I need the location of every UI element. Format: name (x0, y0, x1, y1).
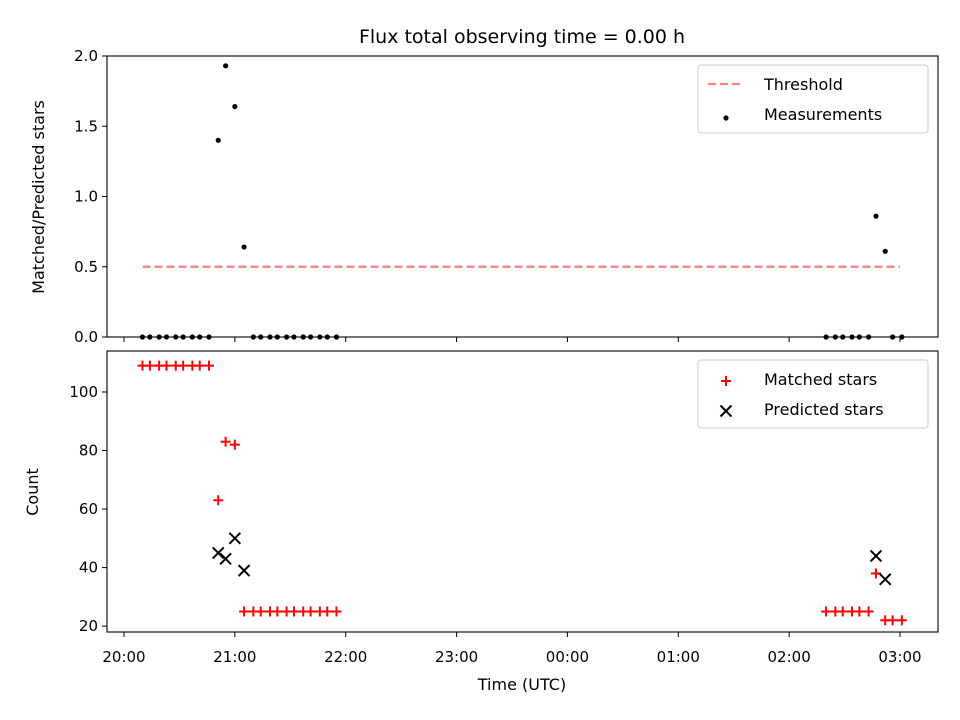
matched-stars-point (239, 606, 250, 617)
x-tick-label: 20:00 (102, 648, 145, 666)
predicted-stars-point (237, 564, 251, 577)
ratio-x-ticks (123, 337, 901, 342)
x-tick-label: 01:00 (657, 648, 700, 666)
count-panel: 20 40 60 80 100 20:00 21:00 22:00 23:00 00:00 01:… (23, 350, 939, 666)
count-legend-item: Matched stars (721, 370, 877, 389)
predicted-stars-point (869, 549, 883, 563)
x-tick-label: 22:00 (324, 648, 367, 666)
ratio-legend-item: Measurements (723, 105, 882, 124)
predicted-stars-point (212, 546, 225, 560)
measurement-point (223, 63, 229, 69)
legend-swatch (719, 404, 733, 418)
x-tick-label: 21:00 (213, 648, 256, 666)
count-axes-frame (106, 350, 939, 633)
count-plot-area (137, 360, 907, 626)
ratio-y-axis-label: Matched/Predicted stars (29, 100, 48, 294)
matched-stars-point (255, 606, 266, 617)
ratio-y-tick-label: 1.0 (74, 188, 98, 206)
matched-stars-point (213, 495, 224, 506)
count-x-ticks: 20:00 21:00 22:00 23:00 00:00 01:00 02:00 03:00 (102, 632, 922, 666)
legend-label: Threshold (763, 75, 843, 94)
predicted-stars-point (879, 573, 892, 586)
ratio-y-tick-label: 2.0 (74, 47, 98, 65)
ratio-legend: Threshold Measurements (697, 64, 929, 134)
legend-swatch (721, 376, 731, 386)
chart-title: Flux total observing time = 0.00 h (359, 26, 685, 48)
matched-stars-point (161, 360, 172, 371)
ratio-panel: 0.00.51.01.52.0 Matched/Predicted stars … (29, 47, 939, 346)
matched-stars-point (229, 439, 240, 450)
matched-stars-point (322, 606, 333, 617)
x-tick-label: 23:00 (435, 648, 478, 666)
ratio-y-tick-label: 0.5 (74, 258, 98, 276)
ratio-y-tick-label: 1.5 (74, 117, 98, 135)
matched-stars-point (203, 360, 214, 371)
matched-stars-point (305, 606, 316, 617)
x-axis-label: Time (UTC) (477, 675, 566, 694)
matched-stars-point (854, 606, 865, 617)
matched-stars-point (220, 436, 231, 447)
count-y-tick-label: 60 (79, 500, 98, 518)
legend-label: Measurements (764, 105, 882, 124)
matched-stars-point (272, 606, 283, 617)
matched-stars-point (194, 360, 205, 371)
matched-stars-point (870, 568, 881, 579)
matched-stars-series (137, 360, 907, 626)
count-legend: Matched stars Predicted stars (697, 359, 929, 429)
legend-label: Predicted stars (764, 400, 884, 419)
matched-stars-point (178, 360, 189, 371)
ratio-legend-box (697, 64, 929, 134)
matched-stars-point (144, 360, 155, 371)
count-y-ticks: 20 40 60 80 100 (69, 383, 107, 635)
count-y-tick-label: 80 (79, 442, 98, 460)
matched-stars-point (887, 615, 898, 626)
matched-stars-point (288, 606, 299, 617)
matched-stars-point (896, 615, 907, 626)
ratio-y-ticks: 0.0 0.5 1.0 1.5 2.0 (74, 47, 107, 346)
count-y-tick-label: 20 (79, 617, 98, 635)
count-y-tick-label: 100 (69, 383, 98, 401)
measurement-point (215, 137, 221, 143)
x-tick-label: 00:00 (546, 648, 589, 666)
legend-label: Matched stars (764, 370, 877, 389)
x-tick-label: 03:00 (878, 648, 921, 666)
predicted-stars-series (212, 532, 892, 586)
ratio-legend-item: Threshold (708, 75, 843, 94)
matched-stars-point (863, 606, 874, 617)
ratio-y-tick-label: 0.0 (74, 328, 98, 346)
count-y-tick-label: 40 (79, 559, 98, 577)
x-tick-label: 02:00 (768, 648, 811, 666)
count-legend-box (697, 359, 929, 429)
matched-stars-point (837, 606, 848, 617)
predicted-stars-point (219, 552, 232, 566)
measurement-point (882, 248, 888, 254)
count-y-axis-label: Count (23, 468, 42, 516)
matched-stars-point (821, 606, 832, 617)
matched-stars-point (331, 606, 342, 617)
legend-swatch (723, 115, 729, 121)
count-legend-item: Predicted stars (719, 400, 884, 419)
measurement-point (241, 244, 247, 250)
measurement-point (232, 103, 238, 110)
predicted-stars-point (228, 532, 242, 545)
measurement-point (873, 213, 879, 219)
